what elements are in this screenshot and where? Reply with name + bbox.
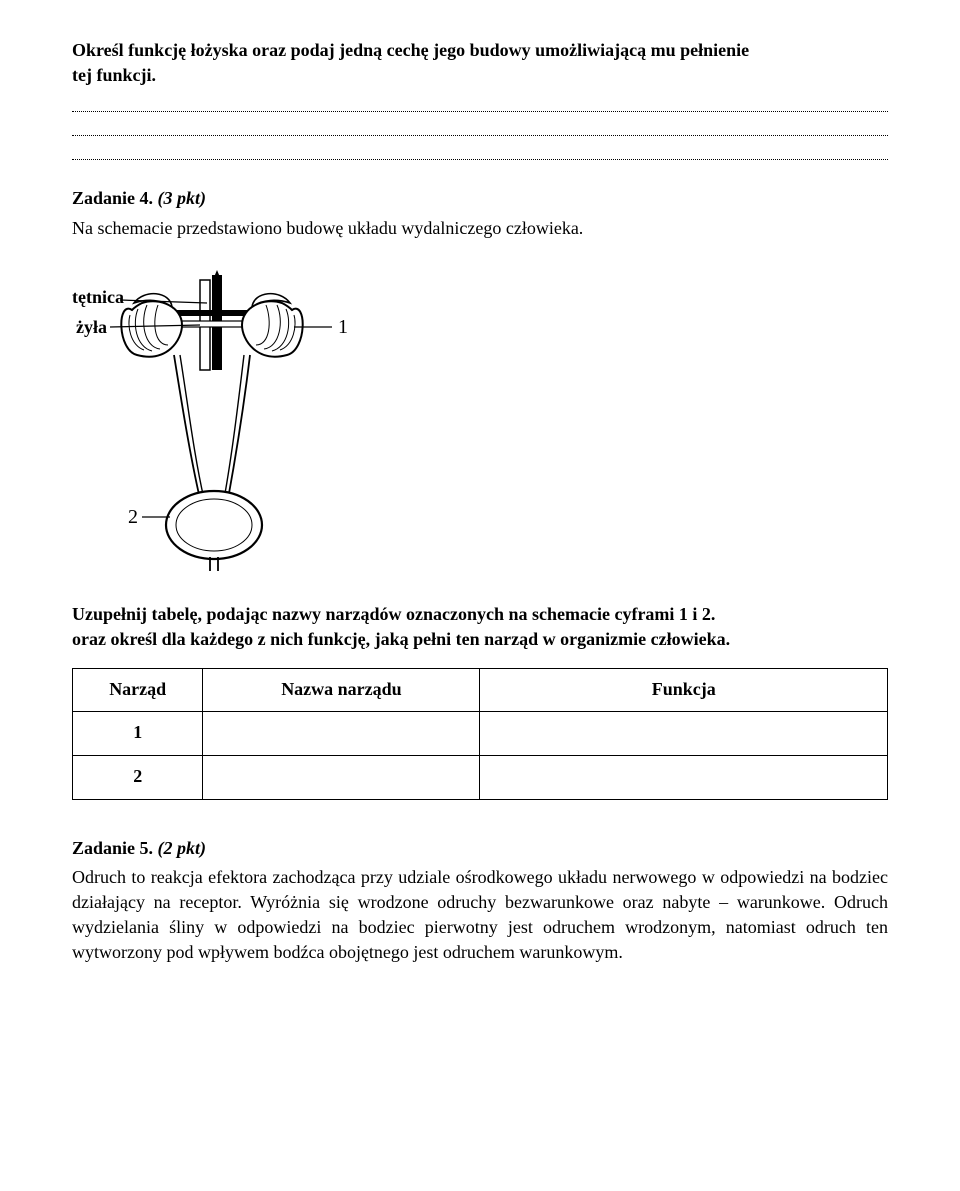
q4-diagram: tętnica żyła 1 2 [72, 255, 888, 582]
q5-title-text: Zadanie 5. [72, 838, 153, 858]
right-ureter [228, 355, 250, 499]
label-tetnica: tętnica [72, 287, 124, 307]
q3-answer-lines [72, 98, 888, 160]
q5-title: Zadanie 5. (2 pkt) [72, 836, 888, 861]
table-header-row: Narząd Nazwa narządu Funkcja [73, 669, 888, 711]
q4-instruction-line1: Uzupełnij tabelę, podając nazwy narządów… [72, 604, 715, 624]
label-zyla: żyła [76, 317, 107, 337]
row-2-num: 2 [73, 755, 203, 799]
row-1-num: 1 [73, 711, 203, 755]
row-2-nazwa[interactable] [203, 755, 480, 799]
dotted-line[interactable] [72, 98, 888, 112]
urinary-system-diagram: tętnica żyła 1 2 [72, 255, 372, 575]
q3-prompt: Określ funkcję łożyska oraz podaj jedną … [72, 38, 888, 88]
right-kidney [242, 293, 303, 356]
table-row: 1 [73, 711, 888, 755]
bladder [166, 491, 262, 559]
left-ureter [174, 355, 200, 499]
th-nazwa: Nazwa narządu [203, 669, 480, 711]
row-1-funkcja[interactable] [480, 711, 888, 755]
th-narzad: Narząd [73, 669, 203, 711]
label-1: 1 [338, 316, 348, 338]
row-1-nazwa[interactable] [203, 711, 480, 755]
q4-title: Zadanie 4. (3 pkt) [72, 186, 888, 211]
q4-instruction-line2: oraz określ dla każdego z nich funkcję, … [72, 629, 730, 649]
q4-points: (3 pkt) [158, 188, 207, 208]
table-row: 2 [73, 755, 888, 799]
q5-points: (2 pkt) [158, 838, 207, 858]
th-funkcja: Funkcja [480, 669, 888, 711]
dotted-line[interactable] [72, 122, 888, 136]
q4-instruction: Uzupełnij tabelę, podając nazwy narządów… [72, 602, 888, 652]
q5-paragraph: Odruch to reakcja efektora zachodząca pr… [72, 865, 888, 966]
q4-title-text: Zadanie 4. [72, 188, 153, 208]
left-ureter-inner [180, 355, 204, 499]
q4-table: Narząd Nazwa narządu Funkcja 1 2 [72, 668, 888, 799]
q4-intro: Na schemacie przedstawiono budowę układu… [72, 216, 888, 241]
label-2: 2 [128, 506, 138, 528]
dotted-line[interactable] [72, 146, 888, 160]
q3-prompt-line1: Określ funkcję łożyska oraz podaj jedną … [72, 40, 749, 60]
q3-prompt-line2: tej funkcji. [72, 65, 156, 85]
row-2-funkcja[interactable] [480, 755, 888, 799]
